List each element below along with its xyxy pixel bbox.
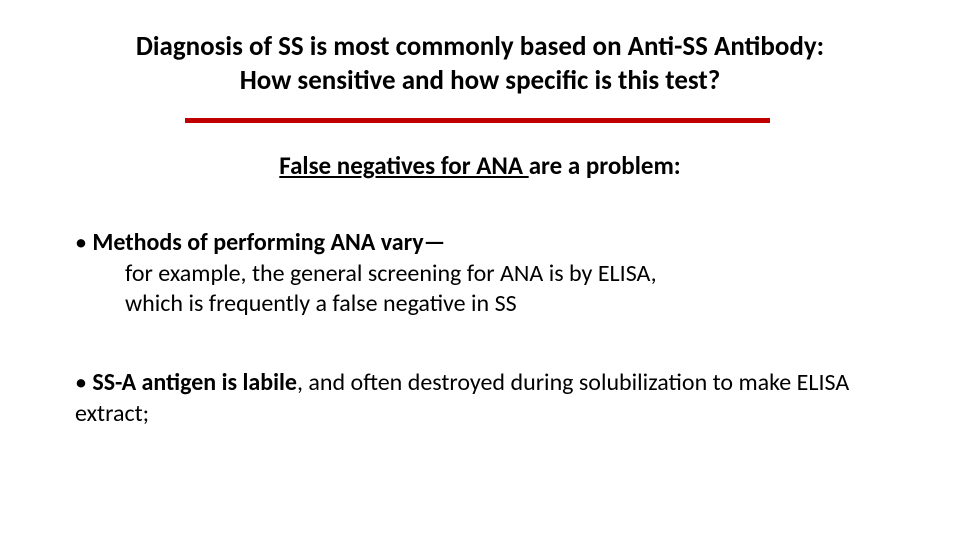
bullet-lead: SS-A antigen is labile bbox=[92, 368, 297, 397]
slide-subtitle: False negatives for ANA are a problem: bbox=[0, 150, 960, 181]
bullet-continuation: for example, the general screening for A… bbox=[125, 259, 895, 290]
bullet-marker: • bbox=[75, 368, 92, 397]
subtitle-rest: are a problem: bbox=[529, 150, 681, 181]
bullet-item: • SS-A antigen is labile, and often dest… bbox=[75, 368, 895, 429]
bullet-list: • Methods of performing ANA vary— for ex… bbox=[75, 228, 895, 430]
divider-rule bbox=[185, 118, 770, 123]
title-line-2: How sensitive and how specific is this t… bbox=[240, 64, 721, 97]
title-line-1: Diagnosis of SS is most commonly based o… bbox=[136, 30, 824, 63]
bullet-item: • Methods of performing ANA vary— for ex… bbox=[75, 228, 895, 320]
subtitle-underlined: False negatives for ANA bbox=[279, 150, 528, 181]
bullet-continuation: which is frequently a false negative in … bbox=[125, 289, 895, 320]
bullet-lead: Methods of performing ANA vary— bbox=[92, 228, 445, 257]
slide-title: Diagnosis of SS is most commonly based o… bbox=[0, 30, 960, 98]
bullet-marker: • bbox=[75, 228, 92, 257]
